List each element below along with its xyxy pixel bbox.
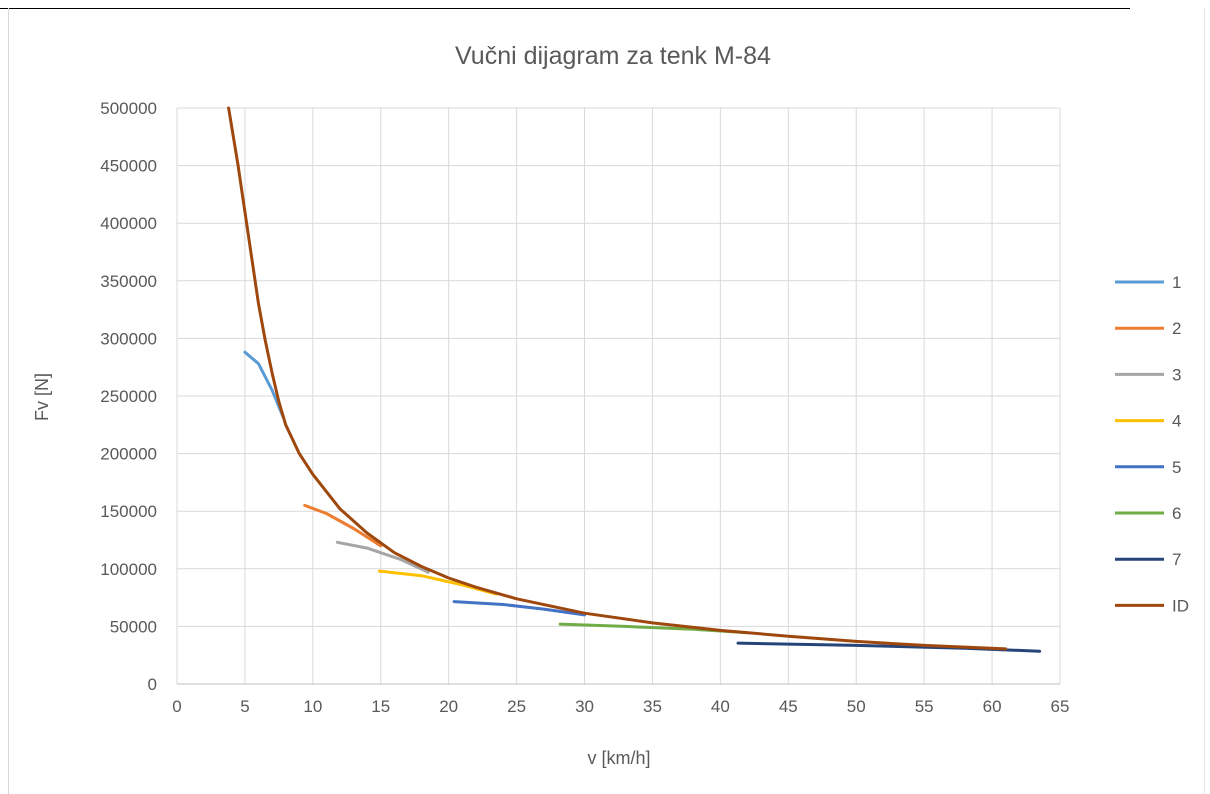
x-tick-label: 60 <box>983 697 1002 716</box>
y-tick-label: 300000 <box>100 329 157 348</box>
legend-label-3: 3 <box>1172 365 1181 384</box>
series-line-ID <box>227 106 1008 651</box>
x-tick-label: 55 <box>915 697 934 716</box>
x-tick-label: 50 <box>847 697 866 716</box>
x-tick-label: 5 <box>240 697 249 716</box>
y-tick-label: 250000 <box>100 387 157 406</box>
series-line-2 <box>303 503 383 548</box>
legend-label-ID: ID <box>1172 596 1189 615</box>
left-border-line <box>8 8 9 794</box>
legend-label-4: 4 <box>1172 412 1181 431</box>
grid-lines <box>176 107 1061 684</box>
y-tick-label: 100000 <box>100 560 157 579</box>
legend-label-5: 5 <box>1172 458 1181 477</box>
x-axis-label: v [km/h] <box>587 748 650 768</box>
x-tick-label: 45 <box>779 697 798 716</box>
legend-label-7: 7 <box>1172 550 1181 569</box>
y-axis-label: Fv [N] <box>32 373 52 421</box>
x-tick-label: 25 <box>507 697 526 716</box>
x-tick-label: 10 <box>303 697 322 716</box>
legend-label-2: 2 <box>1172 319 1181 338</box>
y-tick-label: 150000 <box>100 502 157 521</box>
series-line-3 <box>335 540 430 574</box>
y-tick-labels: 0 50000 100000 150000 200000 250000 300000 3500… <box>100 99 157 694</box>
x-tick-label: 20 <box>439 697 458 716</box>
top-border-line <box>0 8 1130 9</box>
y-tick-label: 0 <box>148 675 157 694</box>
x-tick-label: 30 <box>575 697 594 716</box>
y-tick-label: 200000 <box>100 445 157 464</box>
series-lines <box>227 106 1042 653</box>
legend-label-6: 6 <box>1172 504 1181 523</box>
series-line-1 <box>243 350 285 419</box>
x-tick-label: 40 <box>711 697 730 716</box>
right-border-line <box>1204 8 1205 794</box>
legend-label-1: 1 <box>1172 273 1181 292</box>
x-tick-labels: 0 5 10 15 20 25 30 35 40 45 50 55 60 65 <box>172 697 1069 716</box>
y-tick-label: 400000 <box>100 214 157 233</box>
x-tick-label: 65 <box>1051 697 1070 716</box>
y-tick-label: 450000 <box>100 157 157 176</box>
x-tick-label: 15 <box>371 697 390 716</box>
legend: 1 2 3 4 5 6 7 ID <box>1115 273 1189 615</box>
series-line-5 <box>452 600 586 617</box>
x-tick-label: 0 <box>172 697 181 716</box>
y-tick-label: 500000 <box>100 99 157 118</box>
chart-title: Vučni dijagram za tenk M-84 <box>455 42 771 70</box>
y-tick-label: 50000 <box>110 617 157 636</box>
x-tick-label: 35 <box>643 697 662 716</box>
y-tick-label: 350000 <box>100 272 157 291</box>
